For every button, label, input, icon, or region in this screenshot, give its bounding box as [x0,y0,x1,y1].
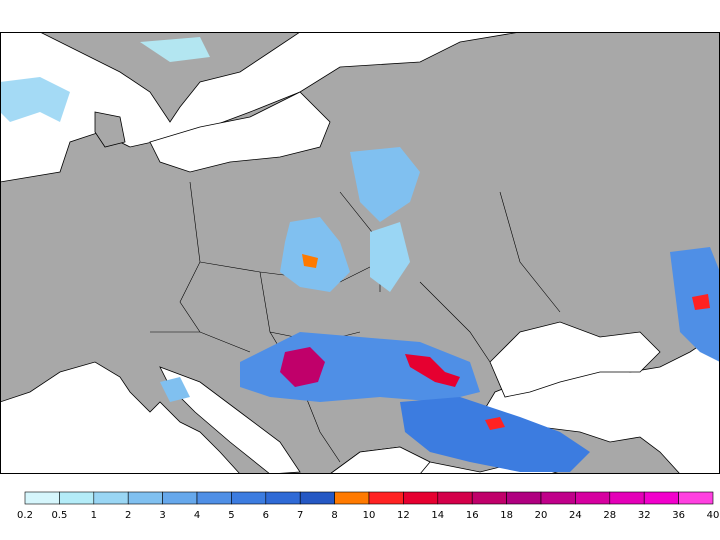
legend-swatch [471,491,507,505]
legend-swatch [231,491,267,505]
legend-label: 0.2 [17,510,33,521]
precip-north [140,37,210,62]
legend-label: 2 [125,510,131,521]
legend-label: 32 [638,510,651,521]
precip-ukraine [370,222,410,292]
precip-poland-core [302,254,318,268]
color-legend: 0.2 0.5 1 2 3 4 5 6 7 8 10 12 14 16 18 20 24 28 32 36 40 [17,491,719,521]
legend-label: 10 [363,510,376,521]
precip-italy [160,377,190,402]
legend-label: 24 [569,510,582,521]
legend-label: 0.5 [51,510,67,521]
legend-swatch [540,491,576,505]
precip-hungary-core [280,347,325,387]
black-sea [489,321,661,398]
legend-label: 14 [431,510,444,521]
legend-swatch [24,491,60,505]
aegean-sea [329,446,431,474]
denmark-land [94,111,126,148]
legend-swatch [299,491,335,505]
precip-poland [280,217,350,292]
legend-label: 7 [297,510,303,521]
legend-swatch [368,491,404,505]
legend-swatch [678,491,714,505]
precip-caucasus-core [692,294,710,310]
legend-swatch [127,491,163,505]
precip-balkans-core [485,417,505,430]
legend-label: 40 [707,510,720,521]
legend-label: 3 [159,510,165,521]
legend-swatch [403,491,439,505]
legend-label: 4 [194,510,200,521]
legend-swatch [196,491,232,505]
legend-label: 18 [500,510,513,521]
legend-label: 16 [466,510,479,521]
legend-label: 5 [228,510,234,521]
legend-swatch [609,491,645,505]
legend-label: 20 [535,510,548,521]
legend-label: 8 [331,510,337,521]
legend-swatch [575,491,611,505]
legend-label: 1 [91,510,97,521]
legend-labels: 0.2 0.5 1 2 3 4 5 6 7 8 10 12 14 16 18 20 24 28 32 36 40 [17,510,719,521]
precipitation-areas [0,37,720,472]
legend-swatch [334,491,370,505]
precip-romania-core [405,354,460,387]
precip-belarus [350,147,420,222]
legend-label: 12 [397,510,410,521]
legend-label: 36 [672,510,685,521]
legend-label: 28 [603,510,616,521]
legend-swatch [506,491,542,505]
legend-swatch [59,491,95,505]
legend-swatches [24,491,714,505]
legend-label: 6 [263,510,269,521]
precip-scandinavia [0,77,70,122]
legend-swatch [93,491,129,505]
precipitation-map [0,32,720,474]
legend-swatch [162,491,198,505]
legend-swatch [265,491,301,505]
legend-swatch [437,491,473,505]
legend-swatch [643,491,679,505]
baltic-sea [149,91,331,173]
precip-balkans [400,397,590,472]
scandinavia-land [39,32,301,123]
